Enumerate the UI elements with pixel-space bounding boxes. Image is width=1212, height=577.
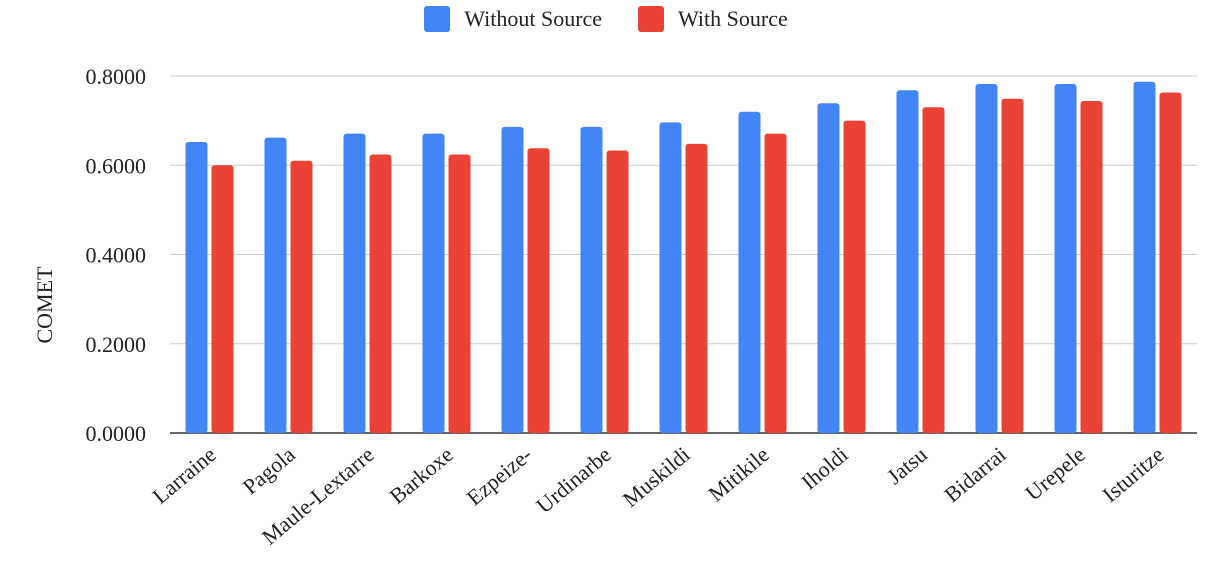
- bar-without-source-mitikile: [738, 111, 761, 433]
- bar-with-source-bidarrai: [1001, 98, 1024, 433]
- bar-with-source-iholdi: [843, 120, 866, 433]
- x-tick-label: Isturitze: [1097, 442, 1168, 507]
- x-tick-label: Iholdi: [796, 442, 852, 495]
- y-tick-label: 0.2000: [86, 332, 147, 357]
- y-axis-label: COMET: [32, 266, 57, 344]
- bar-without-source-barkoxe: [422, 133, 445, 433]
- x-tick-label: Muskildi: [618, 442, 695, 512]
- legend-swatch-without-source: [424, 6, 451, 32]
- bar-with-source-ezpeize: [527, 148, 550, 434]
- legend-item-with-source: With Source: [638, 6, 788, 32]
- bar-with-source-maule-lextarre: [369, 154, 392, 434]
- bars: [185, 81, 1182, 434]
- bar-without-source-pagola: [264, 137, 287, 433]
- grid-lines: [170, 75, 1197, 434]
- x-tick-label: Urepele: [1020, 442, 1089, 506]
- bar-without-source-maule-lextarre: [343, 133, 366, 433]
- legend-label-without-source: Without Source: [464, 6, 603, 31]
- bar-without-source-ezpeize: [501, 126, 524, 433]
- legend-swatch-with-source: [638, 6, 665, 32]
- bar-with-source-urdinarbe: [606, 150, 629, 433]
- x-tick-label: Ezpeize-: [462, 442, 537, 511]
- bar-without-source-larraine: [185, 142, 208, 434]
- bar-without-source-urepele: [1054, 84, 1077, 433]
- y-tick-label: 0.8000: [86, 64, 147, 89]
- x-tick-label: Mitikile: [703, 442, 773, 507]
- legend-label-with-source: With Source: [678, 6, 788, 31]
- x-tick-label: Barkoxe: [385, 442, 458, 509]
- x-tick-label: Larraine: [148, 442, 221, 509]
- bar-without-source-isturitze: [1133, 81, 1156, 434]
- bar-without-source-muskildi: [659, 122, 682, 433]
- x-tick-label: Pagola: [238, 442, 300, 500]
- bar-without-source-iholdi: [817, 103, 840, 433]
- bar-without-source-jatsu: [896, 90, 919, 433]
- bar-with-source-muskildi: [685, 143, 708, 433]
- y-tick-label: 0.0000: [86, 421, 147, 446]
- y-tick-label: 0.4000: [86, 243, 147, 268]
- y-axis-ticks: 0.0000 0.2000 0.4000 0.6000 0.8000: [86, 64, 147, 446]
- bar-with-source-jatsu: [922, 107, 945, 434]
- bar-with-source-barkoxe: [448, 154, 471, 434]
- bar-with-source-isturitze: [1159, 92, 1182, 433]
- bar-with-source-mitikile: [764, 133, 787, 433]
- x-tick-label: Urdinarbe: [531, 442, 615, 518]
- bar-with-source-pagola: [290, 160, 313, 433]
- x-tick-label: Jatsu: [882, 442, 932, 489]
- bar-with-source-urepele: [1080, 100, 1103, 434]
- legend: Without Source With Source: [0, 6, 1212, 32]
- bar-without-source-urdinarbe: [580, 126, 603, 433]
- bar-with-source-larraine: [211, 165, 234, 433]
- y-tick-label: 0.6000: [86, 153, 147, 178]
- x-tick-label: Bidarrai: [939, 442, 1010, 507]
- legend-item-without-source: Without Source: [424, 6, 602, 32]
- bar-without-source-bidarrai: [975, 84, 998, 433]
